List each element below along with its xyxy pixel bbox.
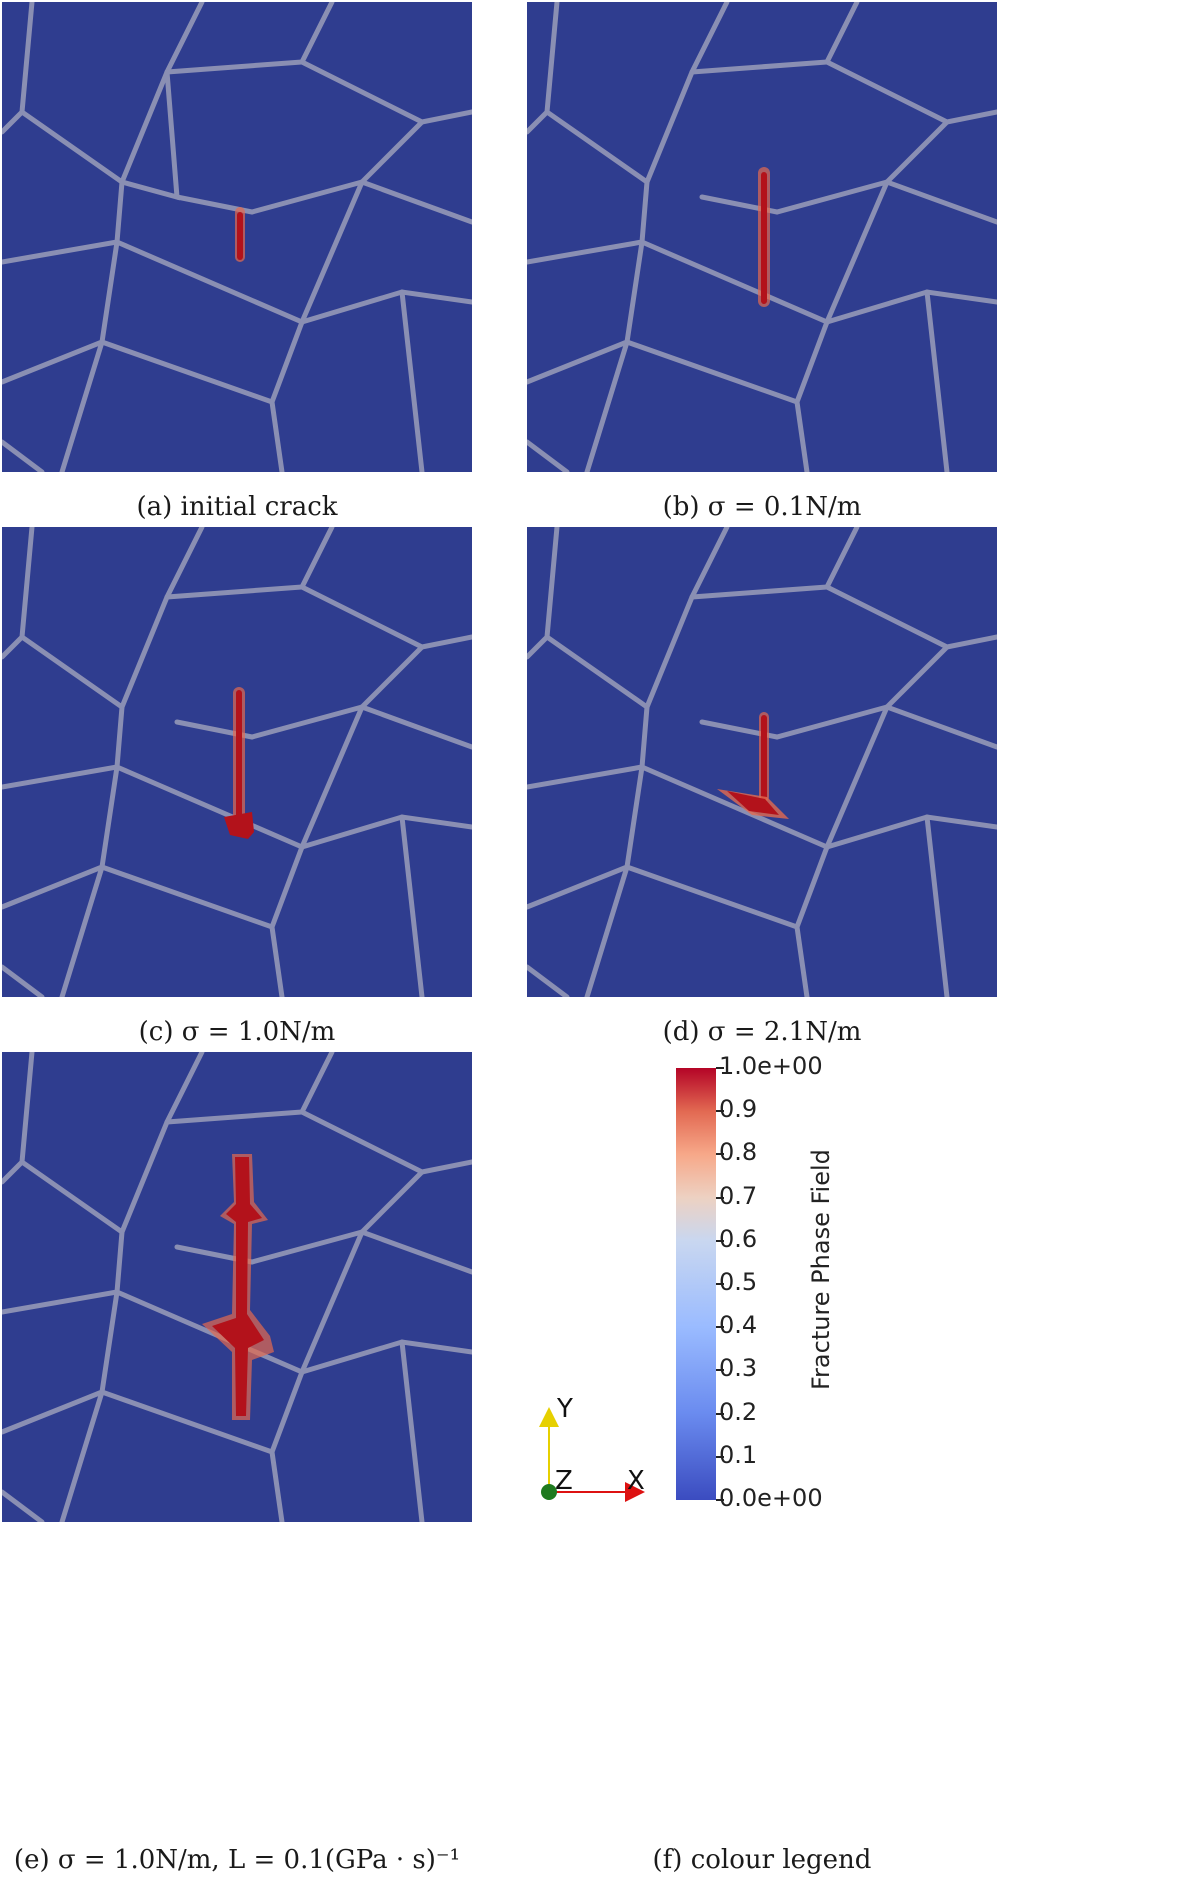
- tick-0-9: 0.9: [719, 1095, 758, 1123]
- tick-0-3: 0.3: [719, 1354, 758, 1382]
- axis-x-label: X: [627, 1466, 645, 1496]
- tick-1: 1.0e+00: [719, 1052, 823, 1080]
- legend-title: Fracture Phase Field: [807, 1149, 835, 1390]
- tick-0-6: 0.6: [719, 1225, 758, 1253]
- tick-0-5: 0.5: [719, 1268, 758, 1296]
- colour-legend: 1.0e+00 0.9 0.8 0.7 0.6 0.5 0.4 0.3 0.2 …: [527, 1052, 997, 1522]
- colorbar: [539, 1067, 724, 1502]
- tick-0-1: 0.1: [719, 1441, 758, 1469]
- caption-d: (d) σ = 2.1N/m: [662, 1017, 862, 1047]
- tick-0-2: 0.2: [719, 1398, 758, 1426]
- panel-a: [2, 2, 472, 472]
- tick-0-7: 0.7: [719, 1182, 758, 1210]
- panel-c: [2, 527, 472, 997]
- caption-b: (b) σ = 0.1N/m: [662, 492, 862, 522]
- axis-z-label: Z: [555, 1466, 573, 1496]
- caption-c: (c) σ = 1.0N/m: [138, 1017, 336, 1047]
- panel-e: [2, 1052, 472, 1522]
- panel-b: [527, 2, 997, 472]
- caption-a: (a) initial crack: [136, 492, 338, 522]
- tick-0: 0.0e+00: [719, 1484, 823, 1512]
- caption-e: (e) σ = 1.0N/m, L = 0.1(GPa · s)⁻¹: [13, 1845, 461, 1875]
- simulation-image-e: [2, 1052, 472, 1522]
- tick-0-4: 0.4: [719, 1311, 758, 1339]
- simulation-image-c: [2, 527, 472, 997]
- caption-f: (f) colour legend: [652, 1845, 872, 1875]
- simulation-image-a: [2, 2, 472, 472]
- tick-0-8: 0.8: [719, 1138, 758, 1166]
- axis-y-label: Y: [557, 1394, 573, 1424]
- simulation-image-d: [527, 527, 997, 997]
- panel-d: [527, 527, 997, 997]
- simulation-image-b: [527, 2, 997, 472]
- axes-triad-icon: [539, 1407, 645, 1502]
